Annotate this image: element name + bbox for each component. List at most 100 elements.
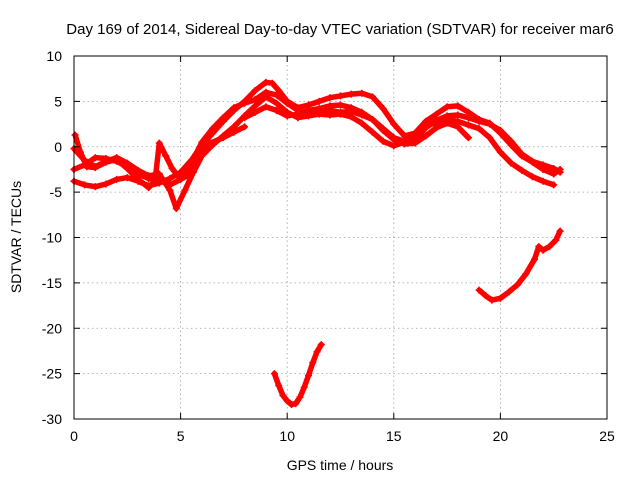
data-point — [422, 132, 430, 140]
data-point — [219, 134, 227, 142]
y-axis-label: SDTVAR / TECUs — [8, 181, 24, 293]
data-point — [181, 186, 189, 194]
data-point — [317, 341, 325, 349]
data-point — [91, 183, 99, 191]
data-point — [262, 103, 270, 111]
data-point — [113, 175, 121, 183]
data-point — [219, 114, 227, 122]
data-point — [528, 173, 536, 181]
x-tick-label: 0 — [70, 428, 78, 444]
data-point — [155, 139, 163, 147]
data-point — [251, 96, 259, 104]
data-point — [192, 161, 200, 169]
data-point — [305, 106, 313, 114]
data-point — [177, 175, 185, 183]
data-point — [464, 114, 472, 122]
data-point — [539, 177, 547, 185]
data-point — [337, 92, 344, 100]
data-point — [206, 139, 214, 147]
data-point — [279, 391, 287, 399]
data-point — [251, 102, 259, 110]
data-point — [76, 148, 84, 156]
data-point — [337, 110, 344, 118]
data-point — [326, 111, 334, 119]
data-point — [71, 131, 79, 139]
data-point — [432, 124, 440, 132]
y-tick-label: -5 — [50, 184, 63, 200]
data-point — [552, 236, 560, 244]
data-point — [507, 137, 515, 145]
data-point — [347, 104, 355, 112]
series-track-7 — [475, 227, 564, 304]
data-point — [486, 134, 494, 142]
data-point — [275, 381, 283, 389]
data-point — [518, 166, 526, 174]
data-point — [326, 102, 334, 110]
data-point — [475, 286, 483, 294]
data-point — [315, 97, 323, 105]
data-point — [432, 110, 440, 118]
data-point — [347, 90, 355, 98]
data-point — [241, 114, 249, 122]
data-point — [273, 106, 281, 114]
data-point — [464, 134, 472, 142]
data-point — [368, 93, 376, 101]
data-point — [102, 158, 110, 166]
data-point — [162, 152, 170, 160]
data-point — [496, 148, 504, 156]
series-trace — [241, 102, 472, 147]
data-point — [309, 359, 317, 367]
data-point — [270, 370, 278, 378]
x-tick-label: 5 — [177, 428, 185, 444]
data-point — [262, 93, 270, 101]
data-point — [172, 204, 180, 212]
data-point — [464, 121, 472, 129]
plot-area — [70, 78, 564, 408]
data-point — [134, 166, 142, 174]
data-point — [347, 113, 355, 121]
data-point — [273, 99, 281, 107]
data-point — [535, 243, 543, 251]
data-point — [198, 138, 206, 146]
data-point — [550, 165, 558, 173]
ticks: 0 5 10 15 20 25 10 5 0 -5 -10 -15 -20 -25 -30 — [42, 48, 615, 444]
data-point — [513, 281, 521, 289]
y-tick-label: 5 — [54, 93, 62, 109]
data-point — [422, 121, 430, 129]
data-point — [273, 91, 281, 99]
data-point — [368, 116, 376, 124]
data-point — [145, 184, 153, 192]
data-point — [379, 137, 387, 145]
data-point — [230, 128, 238, 136]
data-point — [454, 123, 462, 131]
y-tick-label: -10 — [42, 230, 62, 246]
data-point — [283, 397, 291, 405]
data-point — [443, 119, 451, 127]
data-point — [283, 112, 291, 120]
data-point — [300, 383, 308, 391]
data-point — [556, 227, 564, 235]
data-point — [102, 180, 110, 188]
data-point — [518, 150, 526, 158]
data-point — [241, 99, 249, 107]
data-point — [390, 120, 398, 128]
data-point — [209, 125, 217, 133]
x-tick-label: 15 — [386, 428, 402, 444]
data-point — [443, 103, 451, 111]
data-point — [379, 126, 387, 134]
data-point — [262, 78, 270, 86]
data-point — [198, 148, 206, 156]
data-point — [326, 94, 334, 102]
data-point — [390, 142, 398, 150]
data-point — [496, 294, 504, 302]
data-point — [305, 371, 313, 379]
data-point — [411, 139, 419, 147]
grid — [74, 56, 607, 419]
x-tick-label: 10 — [279, 428, 295, 444]
data-point — [454, 111, 462, 119]
data-point — [91, 164, 99, 172]
data-point — [475, 117, 483, 125]
y-tick-label: -25 — [42, 366, 62, 382]
data-point — [241, 123, 249, 131]
